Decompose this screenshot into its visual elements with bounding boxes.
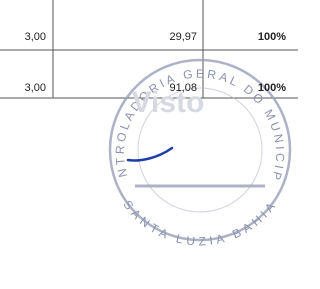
table-cell: 3,00 [25, 31, 46, 43]
table-cell: 3,00 [25, 82, 46, 94]
table-cell: 91,08 [169, 82, 197, 94]
table-cell: 100% [258, 31, 286, 43]
page: CONTROLADORIA GERAL DO MUNICIPIO SANTA L… [0, 0, 320, 289]
table-cell: 29,97 [169, 31, 197, 43]
signature [128, 148, 172, 161]
stamp-bottom-text: SANTA LUZIA BAHIA [120, 198, 279, 249]
table-cell: 100% [258, 82, 286, 94]
stamp-bottom-text: SANTA LUZIA BAHIA [120, 198, 279, 249]
document: CONTROLADORIA GERAL DO MUNICIPIO SANTA L… [0, 0, 298, 289]
